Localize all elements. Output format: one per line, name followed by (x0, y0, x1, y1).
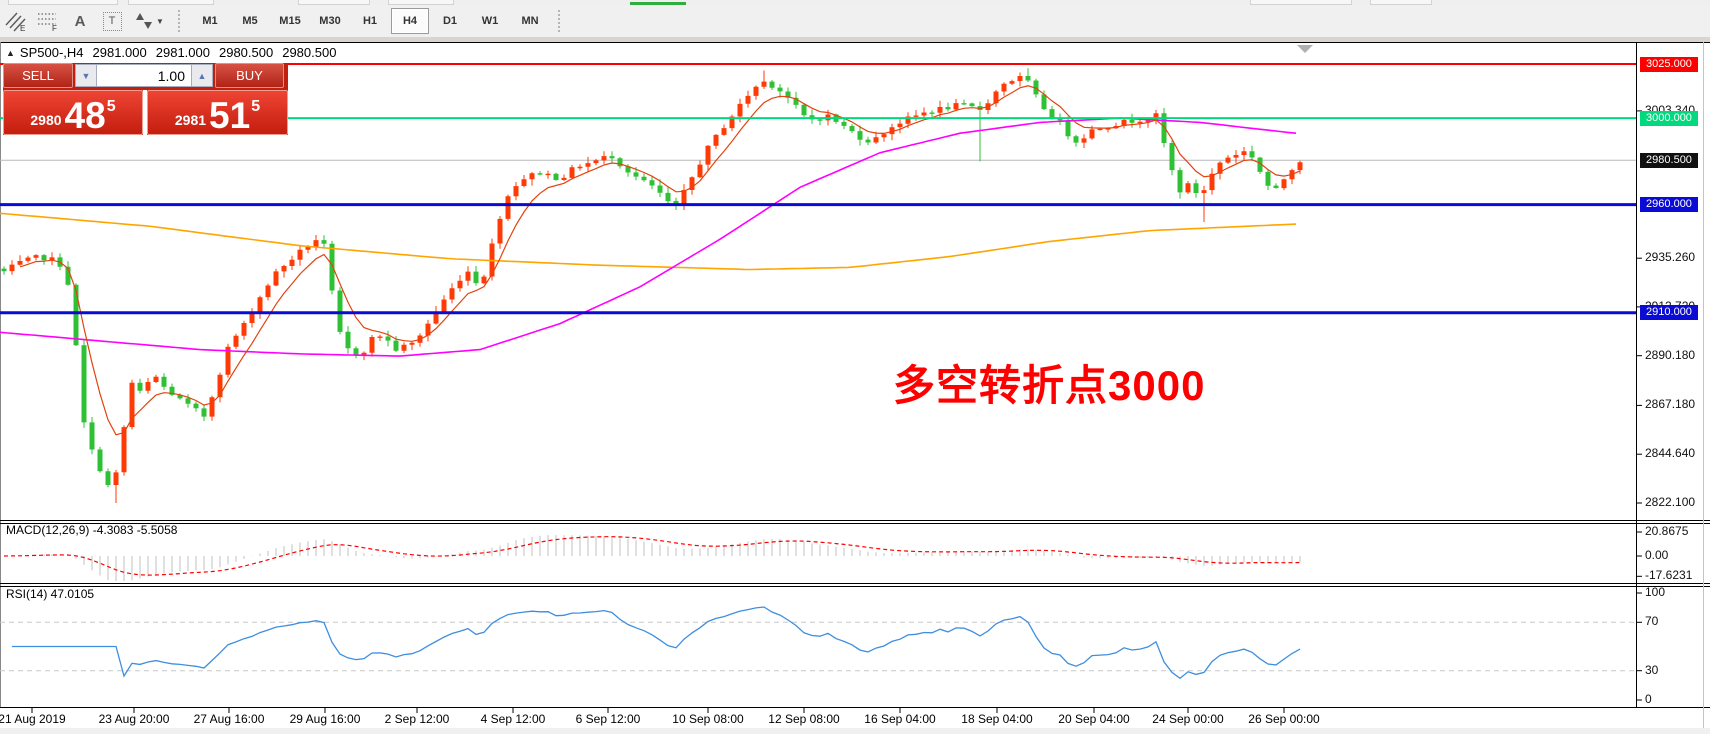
trade-panel-price-row: 2980 48 5 2981 51 5 (3, 90, 288, 135)
sell-price-button[interactable]: 2980 48 5 (3, 90, 143, 135)
timeframe-button-d1[interactable]: D1 (442, 15, 458, 27)
clipped-toolbar-row (0, 0, 1710, 5)
price-tick-label: 2844.640 (1645, 446, 1696, 461)
ohlc-high: 2981.000 (155, 45, 210, 60)
timeframe-button-m5[interactable]: M5 (242, 15, 258, 27)
time-axis-label: 18 Sep 04:00 (961, 712, 1033, 726)
buy-price-sup: 5 (251, 98, 261, 115)
time-axis-label: 27 Aug 16:00 (193, 712, 265, 726)
collapse-trade-panel-icon[interactable]: ▲ (6, 47, 15, 58)
rsi-scale-label: 0 (1645, 692, 1652, 706)
timeframe-button-m1[interactable]: M1 (202, 15, 218, 27)
volume-increase-button[interactable]: ▲ (191, 64, 213, 87)
ohlc-open: 2981.000 (92, 45, 147, 60)
buy-button[interactable]: BUY (215, 63, 284, 88)
macd-scale-label: -17.6231 (1645, 568, 1693, 583)
price-level-badge: 3025.000 (1640, 56, 1698, 72)
rsi-scale-label: 70 (1645, 614, 1659, 629)
price-level-badge: 2980.500 (1640, 152, 1698, 168)
arrows-tool-icon[interactable]: ▼ (130, 9, 168, 33)
clipped-button (8, 0, 118, 5)
price-tick-label: 2890.180 (1645, 347, 1696, 362)
buy-price-big: 51 (209, 94, 251, 136)
time-axis-label: 29 Aug 16:00 (289, 712, 361, 726)
macd-scale-label: 0.00 (1645, 548, 1669, 562)
ohlc-low: 2980.500 (218, 45, 274, 60)
symbol-period-label: SP500-,H4 (19, 45, 84, 60)
clipped-button (128, 0, 214, 5)
timeframe-button-h4[interactable]: H4 (391, 8, 429, 34)
drawing-toolbar: E F A T ▼ M1 M5 M15 M30 H1 H4 D1 W1 MN (0, 5, 1710, 38)
volume-input[interactable] (97, 64, 191, 87)
window-frame-strip (0, 37, 1710, 42)
price-tick-label: 2822.100 (1645, 494, 1696, 509)
price-level-badge: 2910.000 (1640, 305, 1698, 321)
toolbar-grip (178, 10, 182, 32)
macd-scale-label: 20.8675 (1645, 524, 1689, 538)
rsi-scale-label: 100 (1645, 585, 1666, 599)
chart-title-row: ▲ SP500-,H4 2981.000 2981.000 2980.500 2… (6, 45, 336, 60)
clipped-button (1370, 0, 1432, 5)
price-level-badge: 3000.000 (1640, 110, 1698, 126)
sell-price-small: 2980 (30, 112, 62, 128)
buy-price-small: 2981 (174, 112, 207, 128)
time-axis-label: 20 Sep 04:00 (1058, 712, 1130, 726)
price-tick-label: 2935.260 (1645, 250, 1696, 265)
svg-text:E: E (20, 24, 25, 32)
toolbar-grip (558, 10, 562, 32)
timeframe-button-h1[interactable]: H1 (362, 15, 378, 27)
one-click-trading-panel: SELL ▼ ▲ BUY 2980 48 5 2981 51 5 (3, 63, 288, 135)
clipped-button (298, 0, 370, 5)
price-level-badge: 2960.000 (1640, 197, 1698, 213)
time-axis-label: 16 Sep 04:00 (864, 712, 936, 726)
time-axis-label: 10 Sep 08:00 (672, 712, 744, 726)
time-axis-label: 23 Aug 20:00 (98, 712, 170, 726)
clipped-icon (630, 2, 686, 5)
fibonacci-retracement-icon[interactable]: F (34, 9, 62, 33)
chart-annotation-text: 多空转折点3000 (893, 362, 1206, 409)
volume-decrease-button[interactable]: ▼ (75, 64, 97, 87)
window-edge-line (1703, 42, 1704, 728)
timeframe-button-m15[interactable]: M15 (279, 15, 301, 27)
text-label-icon[interactable]: A (74, 12, 86, 30)
price-tick-label: 2867.180 (1645, 397, 1696, 412)
clipped-button (1250, 0, 1352, 5)
price-divider (143, 90, 147, 135)
time-axis-label: 4 Sep 12:00 (480, 712, 546, 726)
trade-panel-header-row: SELL ▼ ▲ BUY (3, 63, 288, 88)
text-box-icon[interactable]: T (98, 9, 126, 33)
timeframe-button-w1[interactable]: W1 (481, 15, 499, 27)
equidistant-channel-icon[interactable]: E (2, 9, 30, 33)
time-axis-label: 21 Aug 2019 (0, 712, 66, 726)
clipped-button (388, 0, 454, 5)
ohlc-close: 2980.500 (282, 45, 337, 60)
rsi-scale-label: 30 (1645, 662, 1659, 677)
window-bottom-edge (0, 728, 1710, 734)
time-axis-label: 6 Sep 12:00 (575, 712, 641, 726)
time-axis-label: 12 Sep 08:00 (768, 712, 840, 726)
chart-canvas[interactable] (0, 42, 1710, 728)
sell-button[interactable]: SELL (3, 63, 73, 88)
timeframe-bar: M1 M5 M15 M30 H1 H4 D1 W1 MN (190, 8, 550, 34)
buy-price-button[interactable]: 2981 51 5 (147, 90, 288, 135)
macd-pane-label: MACD(12,26,9) -4.3083 -5.5058 (6, 523, 178, 537)
time-axis-label: 26 Sep 00:00 (1248, 712, 1320, 726)
time-axis-label: 2 Sep 12:00 (384, 712, 450, 726)
timeframe-button-mn[interactable]: MN (521, 15, 539, 27)
chevron-down-icon: ▼ (156, 16, 164, 26)
sell-price-big: 48 (64, 94, 106, 136)
sell-price-sup: 5 (106, 98, 116, 115)
time-axis-label: 24 Sep 00:00 (1152, 712, 1224, 726)
svg-text:F: F (52, 24, 57, 32)
rsi-pane-label: RSI(14) 47.0105 (6, 587, 95, 601)
volume-stepper: ▼ ▲ (75, 63, 213, 88)
timeframe-button-m30[interactable]: M30 (319, 15, 341, 27)
